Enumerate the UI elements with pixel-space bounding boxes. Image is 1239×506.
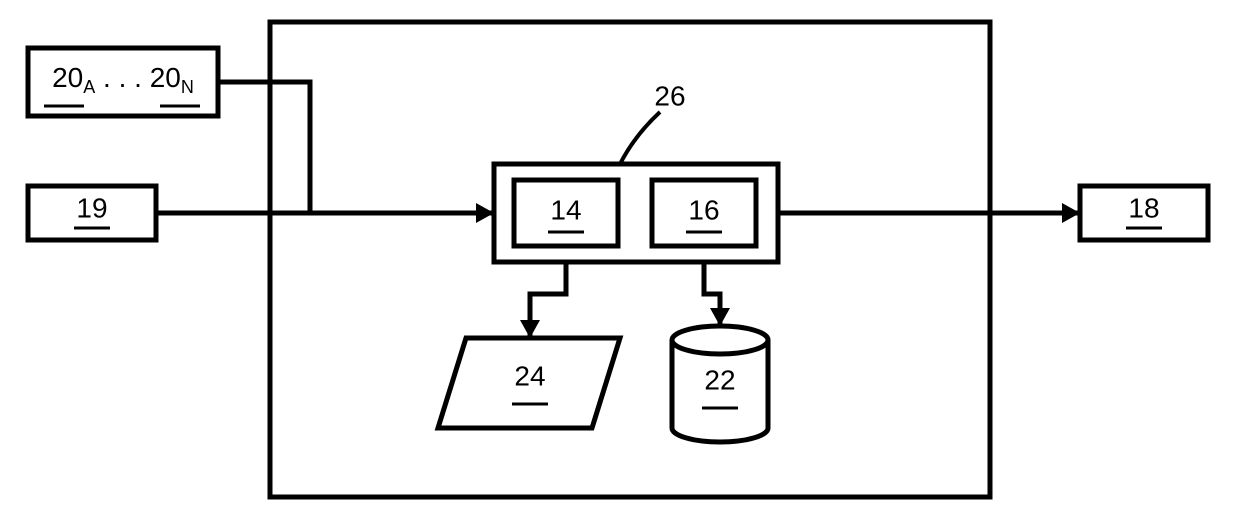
arrowhead-e_26_to_18: [1062, 203, 1080, 223]
node-22-label: 22: [704, 364, 735, 395]
arrowhead-e_26_to_22: [710, 308, 730, 326]
node-26-pointer-label: 26: [654, 80, 685, 111]
node-20-label-part-3: 20: [150, 62, 181, 93]
arrowhead-e_26_to_24: [520, 320, 540, 338]
node-19: 19: [28, 186, 156, 240]
node-24: 24: [438, 338, 620, 428]
svg-text:20A . . . 20N: 20A . . . 20N: [52, 62, 194, 96]
node-26: 26: [494, 80, 778, 262]
arrowhead-e_19_to_26: [476, 203, 494, 223]
node-16: 16: [652, 180, 756, 246]
node-19-label: 19: [76, 192, 107, 223]
node-20-label-part-2: . . .: [95, 62, 149, 93]
node-20: 20A . . . 20N: [28, 48, 218, 116]
node-18: 18: [1080, 186, 1208, 240]
node-16-label: 16: [688, 194, 719, 225]
node-20-label-part-1: A: [83, 77, 95, 97]
node-18-label: 18: [1128, 192, 1159, 223]
node-14-label: 14: [550, 194, 581, 225]
node-24-label: 24: [514, 360, 545, 391]
node-20-label-part-4: N: [181, 77, 194, 97]
edge-e_20_to_main: [218, 82, 310, 213]
node-22: 22: [672, 326, 768, 442]
node-20-label-part-0: 20: [52, 62, 83, 93]
node-14: 14: [514, 180, 618, 246]
